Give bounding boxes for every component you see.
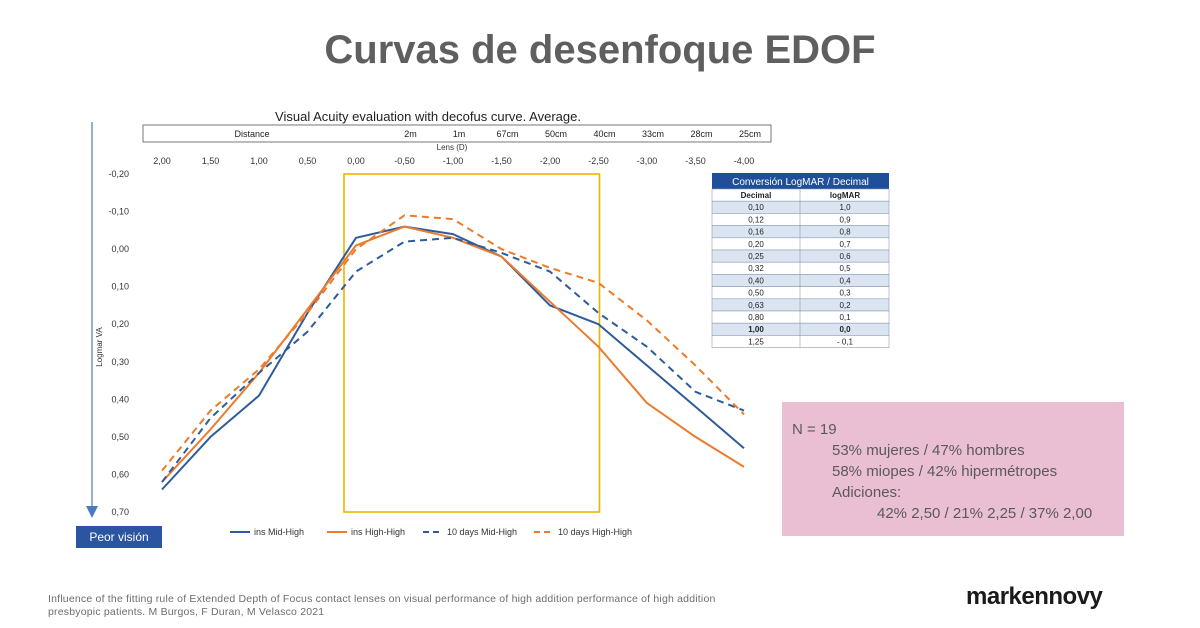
decimal-cell: 0,80 [748,313,764,322]
logmar-cell: 0,7 [839,240,851,249]
conversion-table-row [711,200,890,214]
logmar-cell: 0,3 [839,289,851,298]
x-axis-title: Lens (D) [437,143,468,152]
distance-tick-label: 2m [404,129,417,139]
legend-label: ins Mid-High [254,527,304,537]
conversion-table-row [711,213,890,226]
y-tick-label: 0,20 [111,319,129,329]
decimal-cell: 1,25 [748,337,764,346]
x-tick-label: 1,00 [250,156,268,166]
x-tick-label: -3,50 [685,156,706,166]
x-tick-label: 0,00 [347,156,365,166]
legend-label: 10 days Mid-High [447,527,517,537]
conversion-table-row [711,310,890,324]
distance-tick-label: 1m [453,129,466,139]
x-tick-label: -4,00 [734,156,755,166]
legend-label: 10 days High-High [558,527,632,537]
x-tick-label: 1,50 [202,156,220,166]
decimal-cell: 0,32 [748,264,764,273]
distance-label: Distance [234,129,269,139]
distance-tick-label: 40cm [593,129,615,139]
logmar-cell: 0,2 [839,301,851,310]
logmar-cell: - 0,1 [837,337,854,346]
worse-vision-arrowhead [86,506,98,518]
slide-title: Curvas de desenfoque EDOF [324,28,876,72]
x-tick-label: -1,00 [443,156,464,166]
conversion-table-row [711,249,890,263]
conversion-table-row [711,225,890,239]
x-tick-label: -2,50 [588,156,609,166]
y-tick-label: -0,20 [108,169,129,179]
x-tick-label: -2,00 [540,156,561,166]
conversion-table-row [711,335,890,348]
logmar-cell: 0,9 [839,215,851,224]
decimal-cell: 0,40 [748,276,764,285]
citation: Influence of the fitting rule of Extende… [48,593,716,618]
y-axis-title: Logmar VA [95,327,104,367]
decimal-cell: 0,12 [748,215,764,224]
logmar-cell: 0,0 [839,325,851,334]
series-line [161,225,745,491]
edof-range-highlight [343,173,601,513]
x-tick-label: -1,50 [491,156,512,166]
logmar-cell: 0,8 [839,228,851,237]
conversion-table-row [711,274,890,287]
logmar-cell: 0,1 [839,313,851,322]
legend-label: ins High-High [351,527,405,537]
additions-split: 42% 2,50 / 21% 2,25 / 37% 2,00 [877,505,1093,522]
additions-label: Adiciones: [832,484,902,501]
x-tick-label: 2,00 [153,156,171,166]
worse-vision-label: Peor visión [76,526,162,548]
x-tick-label: -0,50 [394,156,415,166]
distance-tick-label: 67cm [496,129,518,139]
gender-split: 53% mujeres / 47% hombres [832,442,1025,459]
decimal-cell: 0,50 [748,289,764,298]
logmar-cell: 0,5 [839,264,851,273]
markennovy-logo: markennovy [966,583,1103,610]
decimal-cell: 0,63 [748,301,764,310]
series-line [161,236,745,483]
conversion-table-col-header-row [711,188,890,202]
distance-tick-label: 50cm [545,129,567,139]
conversion-table-header-bg [712,173,889,189]
y-tick-label: 0,00 [111,244,129,254]
distance-tick-label: 28cm [690,129,712,139]
refraction-split: 58% miopes / 42% hipermétropes [832,463,1058,480]
chart-title: Visual Acuity evaluation with decofus cu… [275,109,581,124]
logmar-cell: 1,0 [839,203,851,212]
y-tick-label: 0,60 [111,469,129,479]
y-tick-label: 0,70 [111,507,129,517]
conversion-table-row [711,286,890,300]
x-tick-label: -3,00 [637,156,658,166]
col-header-decimal: Decimal [741,191,772,200]
col-header-logmar: logMAR [830,191,860,200]
distance-tick-label: 33cm [642,129,664,139]
conversion-table-row [711,261,890,275]
logmar-cell: 0,4 [839,276,851,285]
sample-size: N = 19 [792,421,837,438]
decimal-cell: 0,25 [748,252,764,261]
conversion-table-row [711,322,890,336]
y-tick-label: 0,50 [111,432,129,442]
decimal-cell: 0,16 [748,228,764,237]
y-tick-label: 0,30 [111,357,129,367]
decimal-cell: 0,10 [748,203,764,212]
series-line [161,214,745,472]
conversion-table-row [711,298,890,312]
decimal-cell: 1,00 [748,325,764,334]
conversion-table-title: Conversión LogMAR / Decimal [732,177,869,188]
y-tick-label: 0,10 [111,282,129,292]
study-info-box: N = 19 53% mujeres / 47% hombres 58% mio… [782,402,1124,536]
conversion-table-row [711,237,890,251]
y-tick-label: 0,40 [111,394,129,404]
series-line [161,225,745,483]
logmar-cell: 0,6 [839,252,851,261]
distance-row-box [142,124,772,143]
y-tick-label: -0,10 [108,207,129,217]
x-tick-label: 0,50 [299,156,317,166]
decimal-cell: 0,20 [748,240,764,249]
distance-tick-label: 25cm [739,129,761,139]
